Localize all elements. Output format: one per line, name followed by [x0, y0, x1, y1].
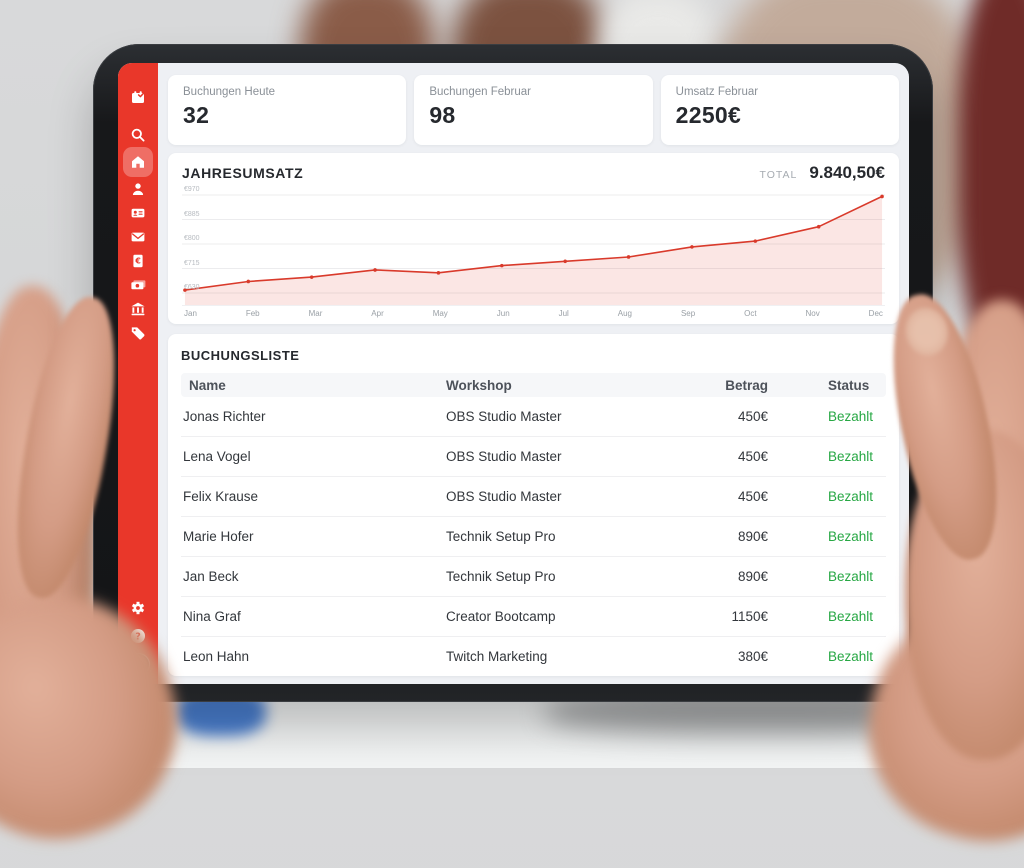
- cell-betrag: 450€: [676, 489, 776, 504]
- x-axis-tick-label: Nov: [806, 309, 820, 318]
- table-title: BUCHUNGSLISTE: [181, 348, 886, 363]
- cell-betrag: 380€: [676, 649, 776, 664]
- column-header-name: Name: [181, 378, 446, 393]
- mail-icon[interactable]: [123, 225, 153, 249]
- cell-workshop: Twitch Marketing: [446, 649, 676, 664]
- bookings-calendar-icon[interactable]: [123, 85, 153, 109]
- x-axis-tick-label: Mar: [309, 309, 323, 318]
- x-axis-tick-label: Sep: [681, 309, 695, 318]
- tablet-device: € ? Bu: [93, 44, 933, 702]
- cell-status: Bezahlt: [776, 489, 886, 504]
- line-chart: €970 €885 €800 €715 €630: [182, 189, 885, 305]
- stat-value: 2250€: [676, 102, 884, 129]
- cell-betrag: 450€: [676, 409, 776, 424]
- x-axis-tick-label: Feb: [246, 309, 260, 318]
- cell-status: Bezahlt: [776, 569, 886, 584]
- x-axis-tick-label: Oct: [744, 309, 756, 318]
- cell-workshop: OBS Studio Master: [446, 449, 676, 464]
- table-row: Nina Graf Creator Bootcamp 1150€ Bezahlt: [181, 597, 886, 637]
- annual-revenue-chart-card: JAHRESUMSATZ TOTAL 9.840,50€ €970 €885 €80…: [168, 153, 899, 324]
- y-axis-tick-label: €885: [184, 211, 200, 218]
- chart-x-axis-labels: Jan Feb Mar Apr May Jun Jul Aug Sep Oct Nov Dec: [182, 305, 885, 320]
- cell-name: Felix Krause: [181, 489, 446, 504]
- column-header-status: Status: [776, 378, 886, 393]
- cell-status: Bezahlt: [776, 649, 886, 664]
- y-axis-tick-label: €630: [184, 284, 200, 291]
- cell-name: Nina Graf: [181, 609, 446, 624]
- cell-betrag: 890€: [676, 529, 776, 544]
- table-row: Marie Hofer Technik Setup Pro 890€ Bezah…: [181, 517, 886, 557]
- column-header-workshop: Workshop: [446, 378, 676, 393]
- stat-card-bookings-february: Buchungen Februar 98: [414, 75, 652, 145]
- stats-row: Buchungen Heute 32 Buchungen Februar 98 …: [168, 75, 899, 145]
- svg-text:€: €: [134, 257, 141, 266]
- cell-workshop: Technik Setup Pro: [446, 569, 676, 584]
- settings-gear-icon[interactable]: [123, 596, 153, 620]
- table-header-row: Name Workshop Betrag Status: [181, 373, 886, 397]
- y-axis-tick-label: €800: [184, 235, 200, 242]
- bookings-table-card: BUCHUNGSLISTE Name Workshop Betrag Statu…: [168, 334, 899, 676]
- table-row: Lena Vogel OBS Studio Master 450€ Bezahl…: [181, 437, 886, 477]
- thumb-nail: [901, 304, 952, 360]
- chart-title: JAHRESUMSATZ: [182, 165, 303, 181]
- cell-name: Leon Hahn: [181, 649, 446, 664]
- sidebar: € ?: [118, 63, 158, 684]
- total-label: TOTAL: [759, 169, 797, 181]
- money-banknote-icon[interactable]: [123, 273, 153, 297]
- chart-total: TOTAL 9.840,50€: [759, 163, 885, 183]
- cell-name: Jan Beck: [181, 569, 446, 584]
- cell-betrag: 890€: [676, 569, 776, 584]
- invoice-document-icon[interactable]: €: [123, 249, 153, 273]
- tablet-screen: € ? Bu: [118, 63, 909, 684]
- stat-card-revenue-february: Umsatz Februar 2250€: [661, 75, 899, 145]
- x-axis-tick-label: Dec: [869, 309, 883, 318]
- stat-label: Umsatz Februar: [676, 86, 884, 98]
- y-axis-tick-label: €970: [184, 186, 200, 193]
- tag-icon[interactable]: [123, 321, 153, 345]
- main-content: Buchungen Heute 32 Buchungen Februar 98 …: [158, 63, 909, 684]
- table-row: Felix Krause OBS Studio Master 450€ Beza…: [181, 477, 886, 517]
- total-value: 9.840,50€: [809, 163, 885, 183]
- stat-label: Buchungen Heute: [183, 86, 391, 98]
- cell-workshop: OBS Studio Master: [446, 409, 676, 424]
- cell-name: Jonas Richter: [181, 409, 446, 424]
- y-axis-tick-label: €715: [184, 260, 200, 267]
- stat-label: Buchungen Februar: [429, 86, 637, 98]
- cell-betrag: 1150€: [676, 609, 776, 624]
- stat-card-bookings-today: Buchungen Heute 32: [168, 75, 406, 145]
- cell-workshop: OBS Studio Master: [446, 489, 676, 504]
- stat-value: 98: [429, 102, 637, 129]
- x-axis-tick-label: Aug: [618, 309, 632, 318]
- table-row: Jan Beck Technik Setup Pro 890€ Bezahlt: [181, 557, 886, 597]
- stat-value: 32: [183, 102, 391, 129]
- column-header-betrag: Betrag: [676, 378, 776, 393]
- bank-icon[interactable]: [123, 297, 153, 321]
- x-axis-tick-label: Jan: [184, 309, 197, 318]
- chart-header: JAHRESUMSATZ TOTAL 9.840,50€: [182, 163, 885, 183]
- x-axis-tick-label: Apr: [371, 309, 383, 318]
- home-icon[interactable]: [123, 147, 153, 177]
- cell-status: Bezahlt: [776, 609, 886, 624]
- cell-workshop: Creator Bootcamp: [446, 609, 676, 624]
- x-axis-tick-label: Jun: [497, 309, 510, 318]
- table-row: Leon Hahn Twitch Marketing 380€ Bezahlt: [181, 637, 886, 676]
- cell-status: Bezahlt: [776, 449, 886, 464]
- cell-name: Marie Hofer: [181, 529, 446, 544]
- x-axis-tick-label: Jul: [559, 309, 569, 318]
- search-icon[interactable]: [123, 123, 153, 147]
- user-icon[interactable]: [123, 177, 153, 201]
- cell-status: Bezahlt: [776, 529, 886, 544]
- cell-status: Bezahlt: [776, 409, 886, 424]
- table-row: Jonas Richter OBS Studio Master 450€ Bez…: [181, 397, 886, 437]
- x-axis-tick-label: May: [433, 309, 448, 318]
- cell-betrag: 450€: [676, 449, 776, 464]
- contacts-card-icon[interactable]: [123, 201, 153, 225]
- cell-name: Lena Vogel: [181, 449, 446, 464]
- cell-workshop: Technik Setup Pro: [446, 529, 676, 544]
- table-body: Jonas Richter OBS Studio Master 450€ Bez…: [181, 397, 886, 676]
